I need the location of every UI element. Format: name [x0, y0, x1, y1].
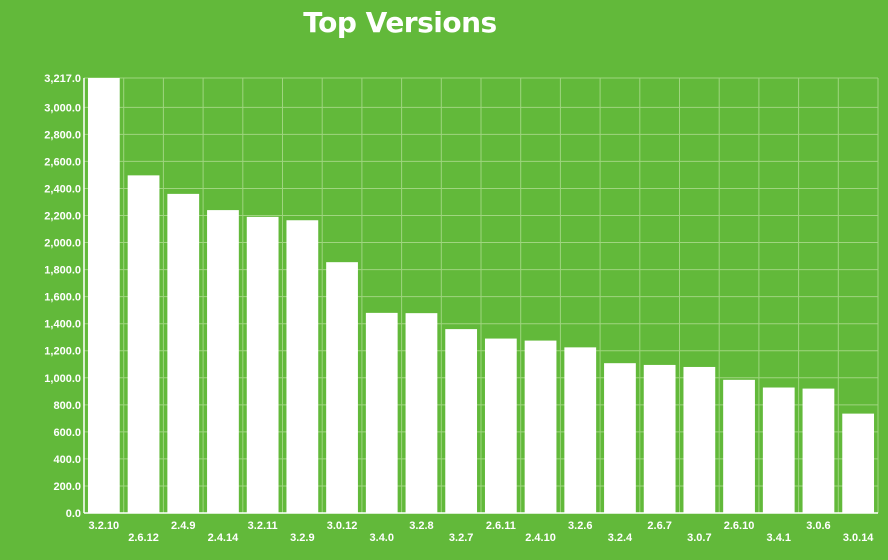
- y-tick-label: 600.0: [53, 427, 81, 439]
- bar: [484, 338, 517, 513]
- y-tick-label: 3,000.0: [44, 102, 81, 114]
- y-tick-label: 2,800.0: [44, 129, 81, 141]
- y-tick-label: 2,400.0: [44, 183, 81, 195]
- x-tick-label: 2.4.9: [171, 520, 195, 532]
- bar: [207, 210, 239, 513]
- y-tick-label: 200.0: [53, 481, 81, 493]
- x-tick-label: 2.4.10: [525, 532, 556, 544]
- y-tick-label: 1,600.0: [44, 292, 81, 304]
- bar: [445, 329, 478, 513]
- x-tick-label: 3.2.6: [568, 520, 592, 532]
- x-tick-label: 3.2.9: [290, 532, 314, 544]
- y-tick-label: 1,200.0: [44, 346, 81, 358]
- x-tick-label: 3.2.8: [409, 520, 433, 532]
- x-tick-label: 2.6.12: [128, 532, 159, 544]
- x-tick-label: 2.6.10: [724, 520, 755, 532]
- bar: [286, 220, 319, 513]
- y-tick-label: 1,000.0: [44, 373, 81, 385]
- bar: [802, 388, 835, 513]
- x-tick-label: 2.6.11: [486, 520, 516, 532]
- y-tick-label: 400.0: [53, 454, 81, 466]
- bar: [643, 364, 676, 513]
- y-tick-label: 3,217.0: [44, 73, 81, 85]
- y-tick-label: 800.0: [53, 400, 81, 412]
- y-tick-label: 1,800.0: [44, 265, 81, 277]
- bar: [564, 347, 597, 513]
- bar: [246, 216, 279, 514]
- x-tick-label: 3.4.1: [767, 532, 791, 544]
- bar: [405, 313, 438, 513]
- x-tick-label: 3.4.0: [370, 532, 394, 544]
- x-tick-label: 3.2.10: [89, 520, 120, 532]
- bar: [127, 175, 160, 513]
- x-tick-label: 3.2.11: [248, 520, 278, 532]
- bar: [842, 413, 875, 513]
- x-tick-label: 2.6.7: [647, 520, 671, 532]
- bar: [87, 78, 120, 513]
- bar: [167, 193, 200, 513]
- chart-title: Top Versions: [303, 6, 497, 39]
- y-tick-label: 2,000.0: [44, 238, 81, 250]
- x-tick-label: 3.0.7: [687, 532, 711, 544]
- y-tick-label: 2,600.0: [44, 156, 81, 168]
- bar: [326, 262, 358, 513]
- bar: [524, 340, 557, 513]
- y-tick-label: 1,400.0: [44, 319, 81, 331]
- x-tick-label: 3.0.6: [806, 520, 830, 532]
- x-tick-label: 3.0.14: [843, 532, 874, 544]
- bar: [365, 312, 398, 513]
- bar: [604, 363, 636, 513]
- x-tick-label: 3.2.4: [608, 532, 633, 544]
- x-tick-label: 3.2.7: [449, 532, 473, 544]
- y-tick-label: 0.0: [66, 508, 81, 520]
- bar: [762, 387, 795, 513]
- x-tick-label: 2.4.14: [208, 532, 239, 544]
- x-tick-label: 3.0.12: [327, 520, 358, 532]
- bar: [723, 379, 755, 513]
- bar: [683, 366, 716, 513]
- y-tick-label: 2,200.0: [44, 211, 81, 223]
